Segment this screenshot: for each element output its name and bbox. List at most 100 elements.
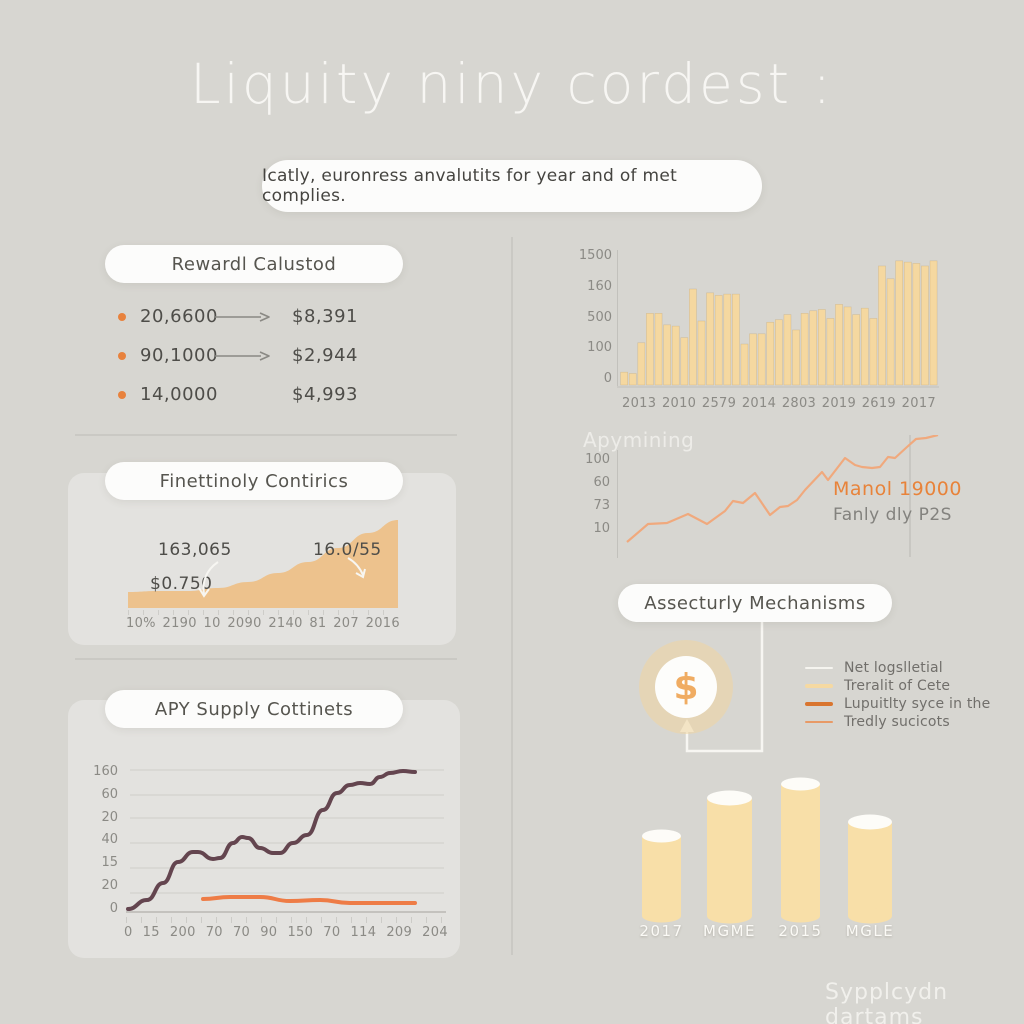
cylinder-bar: [781, 777, 820, 923]
apy-title: APY Supply Cottinets: [154, 698, 354, 720]
axis-tick-label: 204: [422, 925, 448, 940]
line-series: [626, 435, 939, 543]
bar: [740, 343, 749, 386]
axis-tick-label: 160: [587, 278, 612, 294]
arrow-right-icon: [214, 311, 282, 323]
x-axis-ticks: [126, 917, 446, 923]
axis-tick-label: 2619: [861, 396, 897, 411]
bar: [835, 304, 843, 386]
reward-row: 20,6600 $8,391: [118, 297, 428, 336]
cylinder-bar: [642, 829, 681, 923]
apy-x-labels: 0 15 200 70 70 90 150 70 114 209 204: [124, 925, 448, 940]
axis-tick-label: 0: [124, 925, 133, 940]
cylinder-label: MGME: [703, 922, 756, 940]
reward-value: $8,391: [292, 306, 358, 327]
axis-tick-label: 70: [205, 925, 223, 940]
bullet-icon: [118, 312, 126, 321]
reward-row: 14,0000 $4,993: [118, 375, 428, 414]
bar: [843, 306, 852, 386]
bar: [792, 329, 800, 386]
bar: [817, 309, 826, 386]
bar: [800, 313, 809, 386]
axis-tick-label: 73: [593, 498, 610, 513]
axis-tick-label: 150: [287, 925, 314, 940]
area-series: [128, 520, 398, 608]
divider: [75, 434, 457, 436]
axis-tick-label: 10: [593, 521, 610, 536]
bar: [878, 265, 886, 386]
bar: [852, 314, 861, 386]
mechanisms-title: Assecturly Mechanisms: [644, 592, 866, 614]
bar: [826, 318, 835, 386]
annotation-arrow-icon: [198, 561, 219, 598]
dollar-icon: $: [655, 656, 717, 718]
finettinoly-title: Finettinoly Contirics: [159, 470, 349, 492]
legend-swatch: [805, 701, 833, 706]
subtitle-banner: Icatly, euronress anvalutits for year an…: [262, 160, 762, 212]
annotation-arrow-icon: [347, 557, 366, 579]
bar: [903, 261, 912, 386]
bar: [646, 313, 654, 386]
axis-tick-label: 15: [142, 925, 160, 940]
cylinder-bar-chart: [642, 777, 892, 924]
axis-tick-label: 2010: [661, 396, 697, 411]
bar: [680, 337, 689, 386]
axis-tick-label: 2013: [622, 396, 657, 411]
annotation-value: $0.750: [150, 574, 213, 594]
cylinder-labels: 2017 MGME 2015 MGLE: [630, 922, 910, 942]
bar: [757, 333, 766, 386]
bars-x-labels: 2013 2010 2579 2014 2803 2019 2619 2017: [622, 396, 936, 411]
axis-tick-label: 0: [603, 371, 612, 386]
arrow-right-icon: [214, 350, 282, 362]
y-axis-line: [617, 450, 618, 558]
axis-tick-label: 2190: [162, 616, 197, 631]
x-axis-ticks: [128, 610, 398, 615]
axis-tick-label: 2140: [268, 616, 303, 631]
axis-tick-label: 10%: [126, 616, 156, 631]
axis-tick-label: 90: [260, 925, 278, 940]
bar: [654, 313, 663, 386]
axis-tick-label: 2019: [821, 396, 857, 411]
reward-card-title: Rewardl Calustod: [171, 253, 337, 275]
apy-panel: [68, 700, 460, 958]
cylinder-bar: [848, 814, 892, 924]
finettinoly-x-labels: 10% 2190 10 2090 2140 81 207 2016: [126, 616, 400, 631]
bar: [775, 319, 783, 386]
bar: [697, 320, 706, 386]
bar: [620, 371, 628, 386]
bar: [663, 324, 671, 386]
apymining-title: Apymining: [583, 428, 695, 452]
annotation-value: 16.0/55: [313, 540, 382, 560]
bar: [929, 260, 938, 386]
page-title: Liquity niny cordest :: [189, 52, 835, 116]
bar: [637, 342, 646, 386]
legend: Net logslletial Treralit of Cete Lupuitlty…: [805, 659, 990, 731]
axis-tick-label: 15: [101, 855, 118, 871]
reward-value: $2,944: [292, 345, 358, 366]
bar: [783, 314, 792, 386]
legend-item: Tredly sucicots: [805, 713, 990, 730]
bar: [766, 321, 775, 386]
legend-label: Tredly sucicots: [844, 713, 950, 730]
axis-tick-label: 2016: [365, 616, 400, 631]
reward-value: $4,993: [292, 384, 358, 405]
annotation-orange: Manol 19000: [833, 478, 962, 500]
legend-swatch: [805, 720, 833, 723]
reward-amount: 14,0000: [140, 384, 218, 405]
bar: [886, 278, 895, 386]
cylinder-label: 2017: [639, 922, 684, 940]
subtitle-text: Icatly, euronress anvalutits for year an…: [262, 166, 678, 206]
bar: [689, 288, 697, 386]
legend-swatch: [805, 666, 833, 669]
reward-amount: 20,6600: [140, 306, 218, 327]
annotation-value: 163,065: [158, 540, 232, 560]
apy-y-labels: 160 60 20 40 15 20 0: [88, 764, 118, 916]
axis-tick-label: 2017: [901, 396, 936, 411]
reward-amount: 90,1000: [140, 345, 218, 366]
axis-tick-label: 200: [169, 925, 196, 940]
axis-tick-label: 2090: [227, 616, 262, 631]
apy-header: APY Supply Cottinets: [105, 690, 403, 728]
yearly-bar-chart: [620, 260, 938, 386]
legend-item: Net logslletial: [805, 659, 990, 676]
legend-label: Lupuitlty syce in the: [844, 695, 991, 712]
